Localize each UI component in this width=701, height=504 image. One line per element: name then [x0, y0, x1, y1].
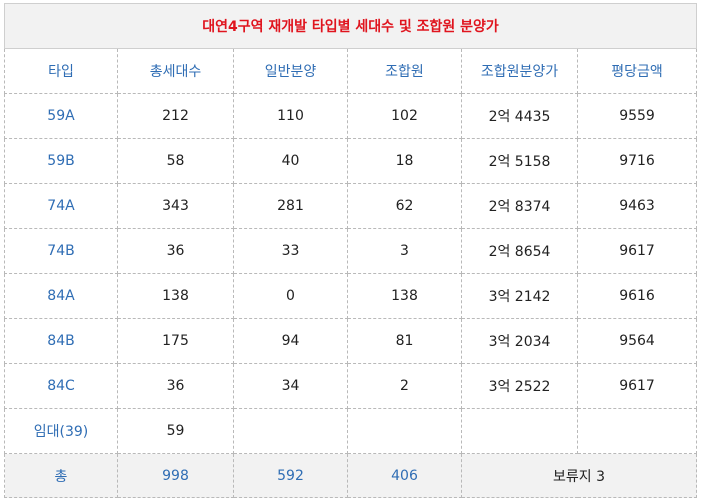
- per-pyeong-cell: 9617: [576, 228, 698, 274]
- total-cell: 36: [117, 228, 234, 274]
- member-cell: 102: [347, 93, 462, 139]
- total-cell: 343: [117, 183, 234, 229]
- table-row: 59B 58 40 18 2억 5158 9716: [4, 138, 698, 184]
- column-header-type: 타입: [4, 48, 118, 94]
- table-row: 74B 36 33 3 2억 8654 9617: [4, 228, 698, 274]
- member-cell: 138: [347, 273, 462, 319]
- member-price-cell: 3억 2034: [461, 318, 578, 364]
- total-cell: 138: [117, 273, 234, 319]
- member-price-cell: 3억 2522: [461, 363, 578, 409]
- member-cell: [347, 408, 462, 454]
- type-cell: 59A: [4, 93, 118, 139]
- table-row: 84C 36 34 2 3억 2522 9617: [4, 363, 698, 409]
- total-reserved: 보류지 3: [460, 453, 698, 498]
- total-cell: 59: [117, 408, 234, 454]
- general-cell: 40: [233, 138, 348, 184]
- total-general: 592: [233, 453, 348, 498]
- total-cell: 36: [117, 363, 234, 409]
- total-cell: 212: [117, 93, 234, 139]
- table-row: 84A 138 0 138 3억 2142 9616: [4, 273, 698, 319]
- general-cell: 94: [233, 318, 348, 364]
- table-row: 74A 343 281 62 2억 8374 9463: [4, 183, 698, 229]
- per-pyeong-cell: 9559: [576, 93, 698, 139]
- table-title: 대연4구역 재개발 타입별 세대수 및 조합원 분양가: [3, 3, 698, 49]
- table-row: 임대(39) 59: [4, 408, 698, 454]
- member-price-cell: 3억 2142: [461, 273, 578, 319]
- total-units: 998: [117, 453, 234, 498]
- total-member: 406: [347, 453, 462, 498]
- member-cell: 62: [347, 183, 462, 229]
- table-row: 59A 212 110 102 2억 4435 9559: [4, 93, 698, 139]
- type-cell: 84A: [4, 273, 118, 319]
- general-cell: 34: [233, 363, 348, 409]
- per-pyeong-cell: 9716: [576, 138, 698, 184]
- member-cell: 3: [347, 228, 462, 274]
- member-price-cell: 2억 8654: [461, 228, 578, 274]
- column-header-per-pyeong: 평당금액: [576, 48, 698, 94]
- type-cell: 74B: [4, 228, 118, 274]
- member-cell: 18: [347, 138, 462, 184]
- general-cell: [233, 408, 348, 454]
- per-pyeong-cell: 9617: [576, 363, 698, 409]
- type-cell: 59B: [4, 138, 118, 184]
- type-cell: 84C: [4, 363, 118, 409]
- column-header-member: 조합원: [347, 48, 462, 94]
- per-pyeong-cell: 9616: [576, 273, 698, 319]
- per-pyeong-cell: 9463: [576, 183, 698, 229]
- table-row: 84B 175 94 81 3억 2034 9564: [4, 318, 698, 364]
- total-row: 총 998 592 406 보류지 3: [4, 453, 698, 498]
- general-cell: 281: [233, 183, 348, 229]
- column-header-total: 총세대수: [117, 48, 234, 94]
- type-cell: 84B: [4, 318, 118, 364]
- member-price-cell: 2억 4435: [461, 93, 578, 139]
- member-cell: 81: [347, 318, 462, 364]
- type-cell: 임대(39): [4, 408, 118, 454]
- total-label: 총: [4, 453, 118, 498]
- total-cell: 175: [117, 318, 234, 364]
- column-header-member-price: 조합원분양가: [461, 48, 578, 94]
- general-cell: 110: [233, 93, 348, 139]
- total-cell: 58: [117, 138, 234, 184]
- general-cell: 0: [233, 273, 348, 319]
- member-price-cell: 2억 5158: [461, 138, 578, 184]
- header-row: 타입 총세대수 일반분양 조합원 조합원분양가 평당금액: [4, 48, 698, 94]
- per-pyeong-cell: [576, 408, 698, 454]
- general-cell: 33: [233, 228, 348, 274]
- unit-type-table: 대연4구역 재개발 타입별 세대수 및 조합원 분양가 타입 총세대수 일반분양…: [3, 3, 698, 498]
- type-cell: 74A: [4, 183, 118, 229]
- table-body: 59A 212 110 102 2억 4435 9559 59B 58 40 18 2억 5158 9…: [4, 93, 698, 454]
- table-container: 대연4구역 재개발 타입별 세대수 및 조합원 분양가 타입 총세대수 일반분양…: [3, 3, 698, 498]
- member-price-cell: [461, 408, 578, 454]
- member-price-cell: 2억 8374: [461, 183, 578, 229]
- member-cell: 2: [347, 363, 462, 409]
- title-row: 대연4구역 재개발 타입별 세대수 및 조합원 분양가: [3, 3, 698, 49]
- column-header-general: 일반분양: [233, 48, 348, 94]
- per-pyeong-cell: 9564: [576, 318, 698, 364]
